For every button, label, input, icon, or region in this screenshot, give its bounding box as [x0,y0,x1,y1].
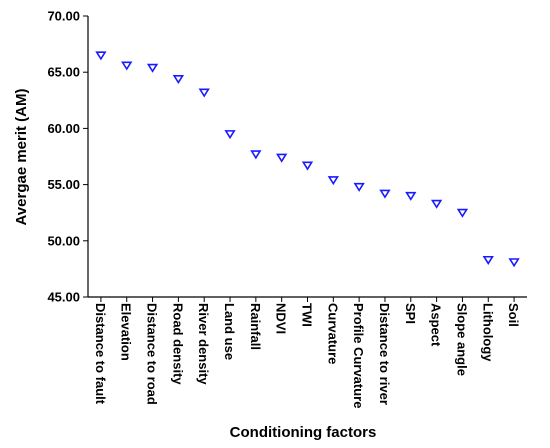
x-tick-label: Rainfall [248,303,263,350]
plot-area [88,16,527,297]
data-point [95,51,107,61]
x-tick-label: Profile Curvature [351,303,366,408]
data-point [456,208,469,218]
y-tick-label: 70.00 [47,9,80,24]
data-point [482,255,494,265]
x-tick-label: Slope angle [454,303,469,376]
data-point [224,130,236,140]
data-point [405,191,417,201]
x-tick-label: River density [196,303,211,385]
x-tick-label: Distance to river [377,303,392,405]
x-tick-label: Distance to fault [93,303,108,405]
x-tick-label: Distance to road [145,303,160,405]
x-tick-label: Curvature [325,303,340,364]
x-tick-label: Road density [170,303,185,385]
data-point [250,150,262,160]
x-tick-label: Land use [222,303,237,360]
y-axis-ticks: 45.00 50.00 55.00 60.00 65.00 70.00 [47,9,88,305]
y-tick-label: 65.00 [47,65,80,80]
x-tick-label: Soil [506,303,521,327]
x-tick-label: NDVI [274,303,289,334]
y-axis-title: Avergae merit (AM) [13,89,30,226]
y-tick-label: 50.00 [47,233,80,248]
x-tick-label: Lithology [480,303,495,362]
x-tick-label: Aspect [429,303,444,347]
data-point [353,182,365,192]
data-point [430,199,443,209]
x-axis-title: Conditioning factors [230,424,377,441]
x-tick-label: TWI [300,303,315,327]
x-tick-label: SPI [403,303,418,324]
data-point [121,61,133,71]
y-tick-label: 60.00 [47,121,80,136]
data-point [301,161,314,171]
data-point [327,176,339,186]
data-points [95,51,520,268]
y-tick-label: 45.00 [47,290,80,305]
data-point [146,63,159,73]
x-tick-label: Elevation [119,303,134,361]
data-point [379,189,391,199]
data-point [198,88,210,98]
y-tick-label: 55.00 [47,177,80,192]
data-point [172,74,185,85]
data-point [508,258,520,268]
x-axis-ticks: Distance to fault Elevation Distance to ro… [93,297,521,408]
data-point [276,153,288,163]
